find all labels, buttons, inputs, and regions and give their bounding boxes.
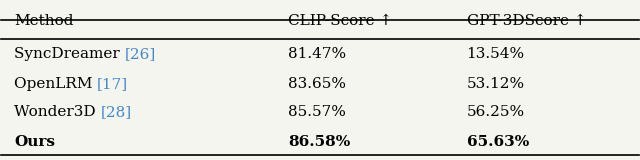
Text: GPT-3DScore ↑: GPT-3DScore ↑ [467,14,586,28]
Text: [17]: [17] [97,77,128,91]
Text: 85.57%: 85.57% [288,105,346,119]
Text: 65.63%: 65.63% [467,135,529,149]
Text: [26]: [26] [124,47,156,61]
Text: Ours: Ours [14,135,55,149]
Text: 53.12%: 53.12% [467,77,525,91]
Text: 81.47%: 81.47% [288,47,346,61]
Text: 13.54%: 13.54% [467,47,525,61]
Text: 86.58%: 86.58% [288,135,350,149]
Text: 56.25%: 56.25% [467,105,525,119]
Text: Method: Method [14,14,74,28]
Text: SyncDreamer: SyncDreamer [14,47,125,61]
Text: CLIP-Score ↑: CLIP-Score ↑ [288,14,392,28]
Text: OpenLRM: OpenLRM [14,77,97,91]
Text: [28]: [28] [100,105,131,119]
Text: 83.65%: 83.65% [288,77,346,91]
Text: Wonder3D: Wonder3D [14,105,100,119]
